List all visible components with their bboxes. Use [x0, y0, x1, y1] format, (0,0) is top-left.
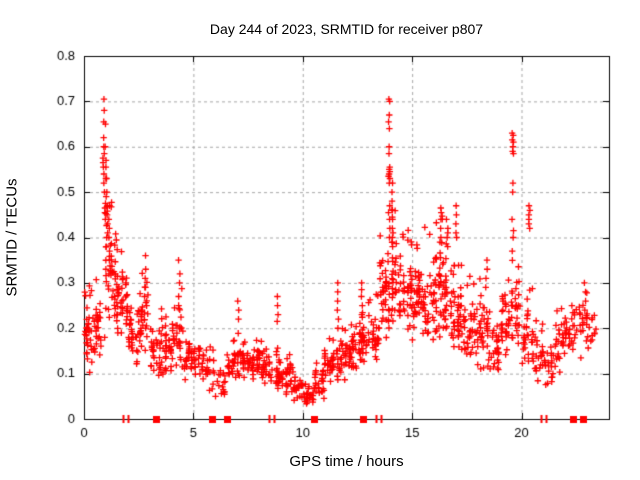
chart-title: Day 244 of 2023, SRMTID for receiver p80… — [209, 21, 484, 37]
x-axis-label: GPS time / hours — [289, 453, 404, 470]
y-axis-label: SRMTID / TECUs — [3, 178, 21, 297]
